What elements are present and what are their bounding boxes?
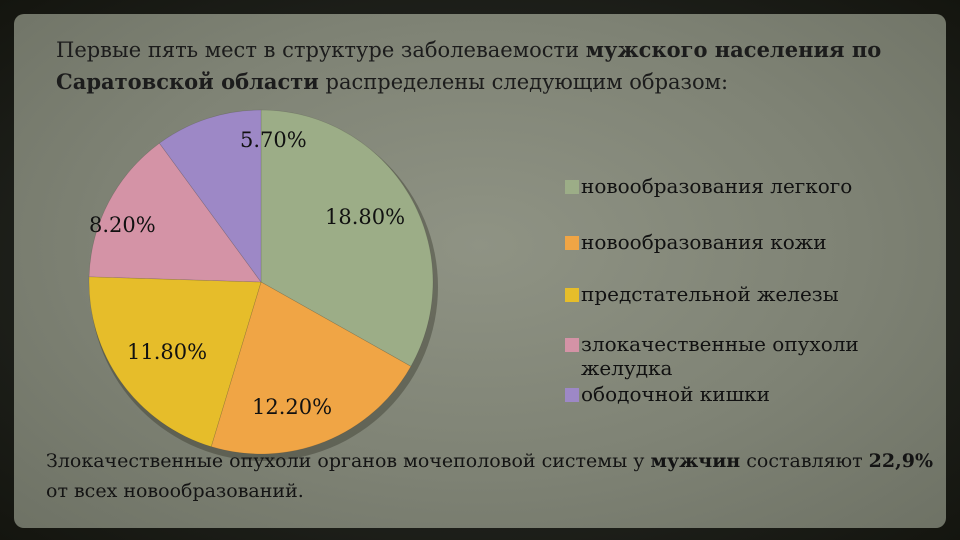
footer-text-1: Злокачественные опухоли органов мочеполо… bbox=[46, 450, 651, 472]
pie-value-label-3: 11.80% bbox=[127, 340, 208, 364]
legend-swatch-2 bbox=[565, 236, 579, 250]
pie-slice-5 bbox=[159, 109, 262, 283]
pie-value-label-5: 5.70% bbox=[240, 128, 307, 152]
footer-bold-2: 22,9% bbox=[868, 450, 934, 472]
slide-title: Первые пять мест в структуре заболеваемо… bbox=[56, 34, 916, 98]
footer-text-2: составляют bbox=[740, 450, 869, 472]
legend-label-3: предстательной железы bbox=[581, 282, 839, 306]
legend-swatch-1 bbox=[565, 180, 579, 194]
legend-label-4: злокачественные опухоли желудка bbox=[581, 332, 859, 380]
legend-label-5: ободочной кишки bbox=[581, 382, 771, 406]
pie-value-label-4: 8.20% bbox=[89, 213, 156, 237]
legend-swatch-4 bbox=[565, 338, 579, 352]
legend-label-1: новообразования легкого bbox=[581, 174, 853, 198]
title-text-1: Первые пять мест в структуре заболеваемо… bbox=[56, 38, 586, 62]
footer-bold-1: мужчин bbox=[650, 450, 741, 472]
pie-slice-4 bbox=[88, 142, 262, 283]
pie-value-label-2: 12.20% bbox=[252, 395, 333, 419]
legend-swatch-5 bbox=[565, 388, 579, 402]
title-bold-1: мужского населения по Саратовской област… bbox=[56, 37, 882, 94]
title-text-2: распределены следующим образом: bbox=[318, 70, 729, 94]
legend-swatch-3 bbox=[565, 288, 579, 302]
slide-footer: Злокачественные опухоли органов мочеполо… bbox=[46, 446, 946, 506]
pie-slice-2 bbox=[210, 281, 412, 455]
pie-value-label-1: 18.80% bbox=[325, 205, 406, 229]
legend-label-2: новообразования кожи bbox=[581, 230, 827, 254]
footer-text-3: от всех новообразований. bbox=[46, 480, 304, 502]
pie-slice-3 bbox=[88, 276, 262, 448]
pie-slice-1 bbox=[260, 109, 434, 367]
